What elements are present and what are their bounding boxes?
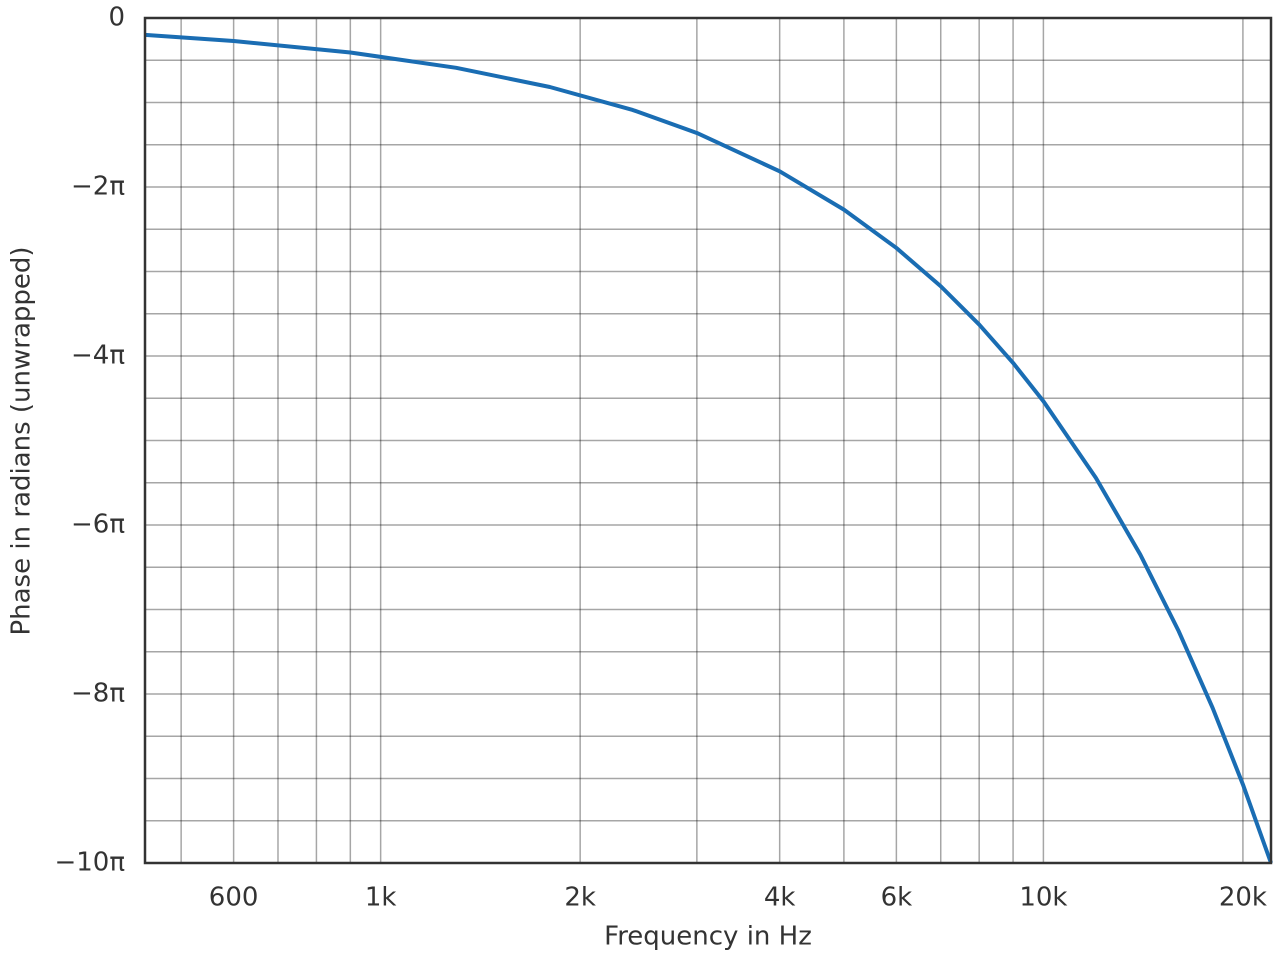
x-tick-label: 2k	[564, 883, 596, 913]
x-tick-label: 6k	[881, 883, 913, 913]
plot-frame	[143, 16, 1273, 865]
y-tick-label: −10π	[54, 848, 125, 878]
x-tick-label: 10k	[1019, 883, 1067, 913]
x-tick-label: 1k	[365, 883, 397, 913]
y-tick-label: −4π	[71, 341, 125, 371]
y-tick-label: −8π	[71, 678, 125, 708]
y-tick-label: 0	[108, 3, 125, 33]
y-tick-label: −6π	[71, 510, 125, 540]
x-tick-label: 4k	[764, 883, 796, 913]
x-axis-label: Frequency in Hz	[604, 922, 812, 952]
y-tick-label: −2π	[71, 172, 125, 202]
x-tick-label: 20k	[1219, 883, 1267, 913]
y-axis-label: Phase in radians (unwrapped)	[7, 246, 37, 635]
phase-line	[144, 32, 1273, 864]
x-tick-label: 600	[209, 883, 259, 913]
